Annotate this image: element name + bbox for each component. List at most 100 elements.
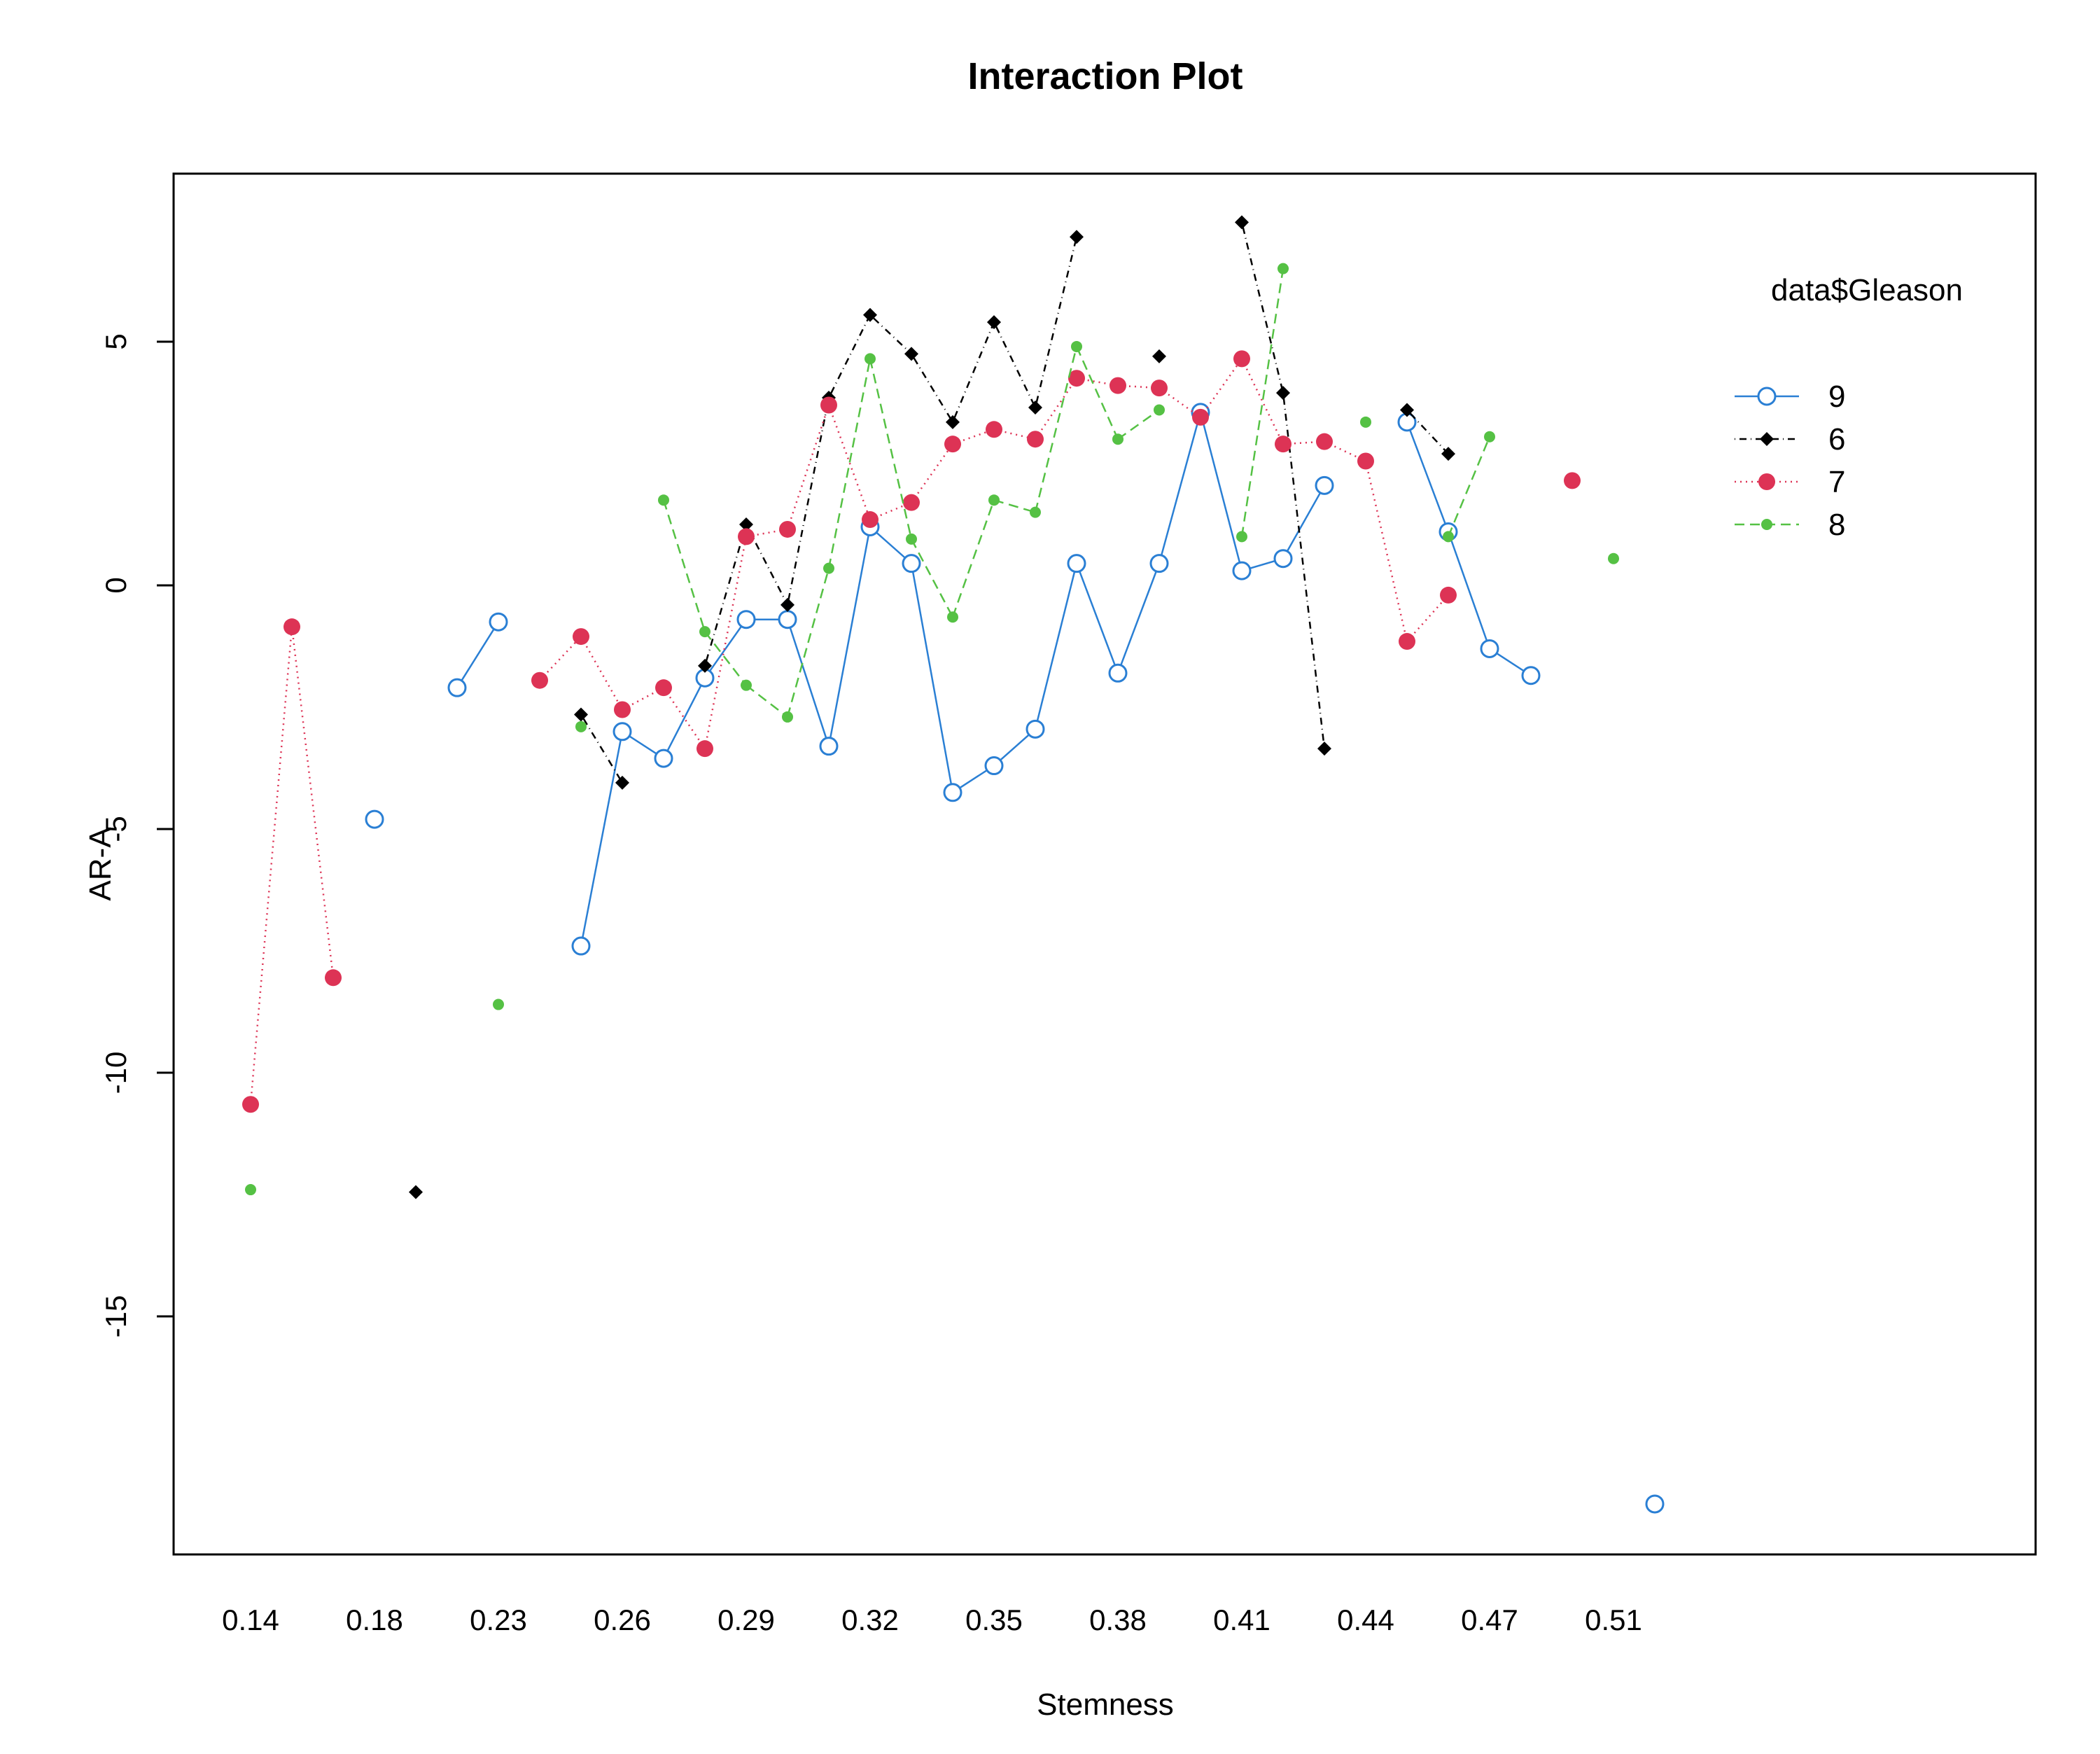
series-9-point xyxy=(1232,561,1252,580)
series-6-point xyxy=(615,775,629,790)
series-7-point xyxy=(903,494,920,511)
series-8-point xyxy=(1608,552,1619,564)
legend-label-7: 7 xyxy=(1828,465,1845,499)
series-7-point xyxy=(1275,436,1292,453)
series-8-point xyxy=(245,1184,256,1196)
series-8-point xyxy=(741,679,752,691)
series-7-point xyxy=(242,1096,259,1113)
series-7-segment xyxy=(1240,358,1284,445)
x-tick-label: 0.18 xyxy=(346,1603,403,1636)
series-7-point xyxy=(325,969,342,987)
series-8-segment xyxy=(1075,346,1119,440)
series-7-point xyxy=(614,701,631,718)
series-7-point xyxy=(1027,431,1044,448)
series-9-segment xyxy=(456,621,500,688)
series-8-point xyxy=(1030,506,1041,518)
series-6-point xyxy=(1235,215,1249,230)
series-6 xyxy=(409,215,1455,1199)
series-9-segment xyxy=(827,527,872,746)
series-9-segment xyxy=(662,677,706,759)
series-7-point xyxy=(1233,350,1250,368)
series-9-segment xyxy=(1075,563,1119,674)
y-axis: 5 0 -5 -10 -15 xyxy=(99,333,175,1338)
x-tick-label: 0.23 xyxy=(470,1603,527,1636)
series-6-segment xyxy=(951,321,995,423)
series-6-point xyxy=(698,658,712,673)
series-7-point xyxy=(820,396,837,414)
series-6-segment xyxy=(910,353,954,423)
series-7-segment xyxy=(622,687,664,711)
y-tick-label: 0 xyxy=(99,577,132,593)
series-6-segment xyxy=(1282,392,1326,749)
legend: data$Gleason 9 6 7 8 xyxy=(1735,273,1963,542)
series-7-point xyxy=(862,511,878,529)
series-8-segment xyxy=(1034,346,1078,513)
y-axis-label: AR-A xyxy=(83,827,118,901)
series-9-segment xyxy=(704,618,748,678)
series-7-point xyxy=(655,679,672,697)
series-7-point xyxy=(1399,633,1415,650)
series-9-point xyxy=(736,610,756,629)
series-8-segment xyxy=(1117,409,1160,440)
series-9-segment xyxy=(1199,412,1243,571)
series-7-segment xyxy=(1199,358,1243,418)
series-7-point xyxy=(1564,472,1581,489)
x-axis-label: Stemness xyxy=(1037,1687,1174,1722)
series-6-segment xyxy=(869,314,912,355)
x-tick-label: 0.41 xyxy=(1213,1603,1270,1636)
y-tick-label: -15 xyxy=(99,1295,132,1338)
series-6-point xyxy=(1317,742,1331,756)
series-9-point xyxy=(1521,666,1541,685)
series-7-point xyxy=(1110,377,1126,394)
series-9-point xyxy=(1108,663,1128,683)
series-7-point xyxy=(531,671,548,689)
series-6-point xyxy=(863,307,877,322)
series-6-point xyxy=(946,415,960,429)
series-9-segment xyxy=(580,731,624,947)
legend-label-9: 9 xyxy=(1828,380,1845,414)
series-8-point xyxy=(1360,416,1371,428)
x-tick-label: 0.38 xyxy=(1089,1603,1147,1636)
series-6-segment xyxy=(786,397,830,606)
x-tick-label: 0.47 xyxy=(1461,1603,1518,1636)
series-7-point xyxy=(1357,452,1374,470)
series-7-segment xyxy=(662,687,706,749)
series-8-point xyxy=(1236,531,1247,543)
series-8-point xyxy=(823,562,834,574)
series-8-point xyxy=(1443,531,1454,543)
series-9-point xyxy=(612,722,632,742)
series-6-point xyxy=(574,707,588,722)
legend-title: data$Gleason xyxy=(1771,273,1963,307)
series-9-point xyxy=(1480,639,1499,658)
series-8-point xyxy=(906,533,917,545)
x-tick-label: 0.44 xyxy=(1337,1603,1394,1636)
series-7-segment xyxy=(1324,440,1366,462)
series-6-point xyxy=(409,1185,423,1199)
series-7-point xyxy=(1068,370,1085,387)
legend-marker-7 xyxy=(1758,473,1775,490)
series-9-segment xyxy=(786,619,830,747)
series-9-point xyxy=(1067,554,1086,573)
x-tick-label: 0.35 xyxy=(965,1603,1023,1636)
series-8-point xyxy=(1484,431,1495,443)
series-9-point xyxy=(902,554,921,573)
series-9-point xyxy=(571,936,591,956)
series-8-point xyxy=(782,711,793,723)
series-9-point xyxy=(1645,1494,1665,1514)
series-7-segment xyxy=(704,536,748,749)
series-9-segment xyxy=(1158,412,1202,564)
series-8-point xyxy=(1278,263,1289,274)
series-6-point xyxy=(780,597,794,612)
series-6-point xyxy=(1028,400,1042,415)
series-8-point xyxy=(864,353,876,365)
series-layer xyxy=(242,215,1665,1514)
series-9-point xyxy=(778,610,797,629)
y-tick-label: 5 xyxy=(99,333,132,349)
x-tick-label: 0.26 xyxy=(594,1603,651,1636)
series-6-point xyxy=(739,517,753,531)
series-6-point xyxy=(1152,349,1166,363)
series-8-point xyxy=(658,494,669,506)
y-tick-label: -10 xyxy=(99,1052,132,1094)
